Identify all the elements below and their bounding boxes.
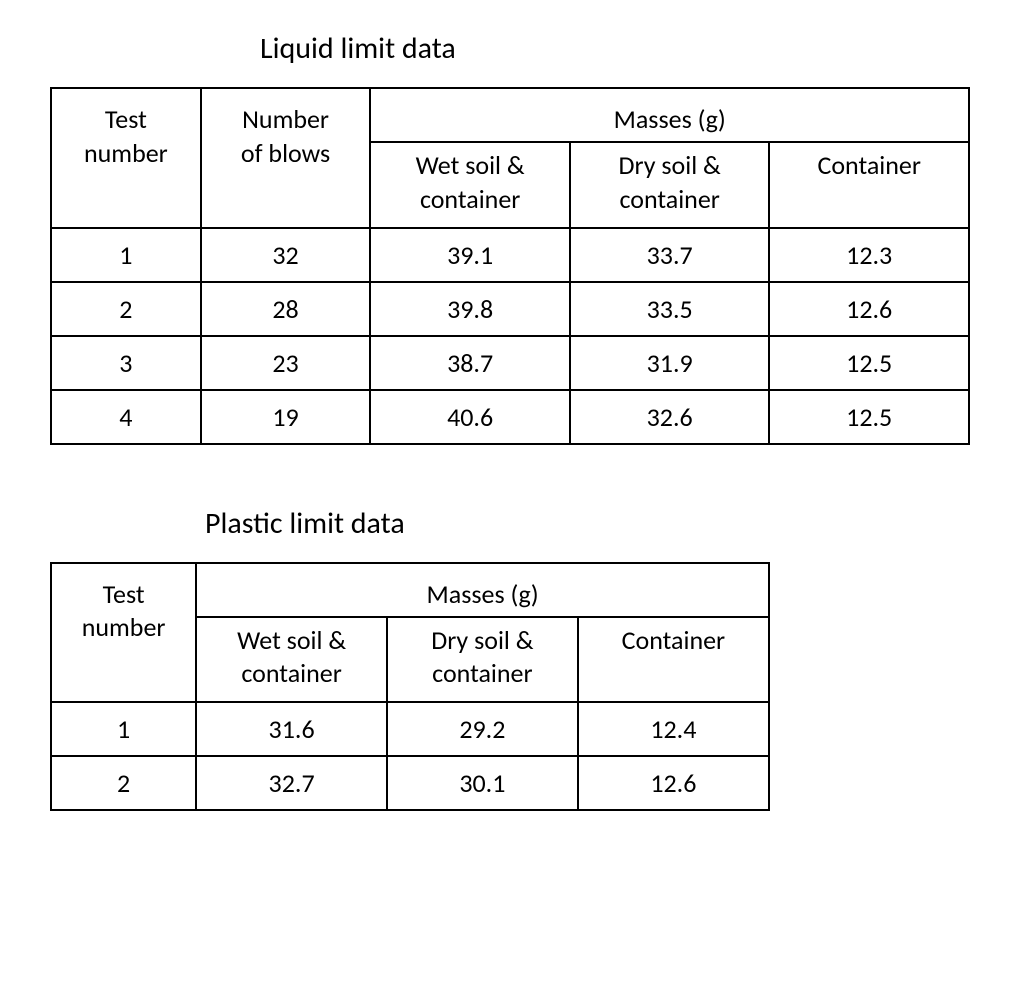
- col-header-container: Container: [578, 617, 769, 703]
- table-row: 32338.731.912.5: [51, 336, 969, 390]
- plastic-limit-title: Plastic limit data: [205, 505, 974, 542]
- table-cell: 12.3: [769, 228, 969, 282]
- table-cell: 32.6: [570, 390, 770, 444]
- plastic-limit-table: Test number Masses (g) Wet soil & contai…: [50, 562, 770, 812]
- header-text: Dry soil &: [619, 149, 721, 181]
- liquid-limit-table: Test number Number of blows Masses (g) W…: [50, 87, 970, 445]
- table-row: 22839.833.512.6: [51, 282, 969, 336]
- table-cell: 1: [51, 228, 201, 282]
- table-cell: 12.6: [769, 282, 969, 336]
- header-text: Wet soil &: [237, 624, 346, 656]
- liquid-table-body: 13239.133.712.322839.833.512.632338.731.…: [51, 228, 969, 444]
- table-cell: 23: [201, 336, 371, 390]
- table-cell: 28: [201, 282, 371, 336]
- table-cell: 12.5: [769, 336, 969, 390]
- table-cell: 12.5: [769, 390, 969, 444]
- table-cell: 12.6: [578, 756, 769, 810]
- table-cell: 3: [51, 336, 201, 390]
- col-header-dry: Dry soil & container: [387, 617, 578, 703]
- table-cell: 32: [201, 228, 371, 282]
- col-header-wet: Wet soil & container: [196, 617, 387, 703]
- table-cell: 33.5: [570, 282, 770, 336]
- col-header-dry: Dry soil & container: [570, 142, 770, 228]
- header-text: Test: [103, 578, 145, 610]
- table-row: 41940.632.612.5: [51, 390, 969, 444]
- table-cell: 30.1: [387, 756, 578, 810]
- table-cell: 2: [51, 756, 196, 810]
- table-cell: 12.4: [578, 702, 769, 756]
- header-text: container: [432, 657, 532, 689]
- table-cell: 2: [51, 282, 201, 336]
- col-header-blows: Number of blows: [201, 88, 371, 228]
- col-header-masses: Masses (g): [196, 563, 769, 617]
- table-cell: 38.7: [370, 336, 570, 390]
- table-cell: 4: [51, 390, 201, 444]
- table-cell: 1: [51, 702, 196, 756]
- col-header-masses: Masses (g): [370, 88, 969, 142]
- header-text: Number: [242, 103, 329, 135]
- table-row: 232.730.112.6: [51, 756, 769, 810]
- col-header-test-number: Test number: [51, 563, 196, 703]
- table-cell: 40.6: [370, 390, 570, 444]
- header-text: Dry soil &: [431, 624, 533, 656]
- header-text: container: [420, 183, 520, 215]
- col-header-container: Container: [769, 142, 969, 228]
- table-cell: 39.8: [370, 282, 570, 336]
- col-header-test-number: Test number: [51, 88, 201, 228]
- table-cell: 39.1: [370, 228, 570, 282]
- table-row: 13239.133.712.3: [51, 228, 969, 282]
- table-cell: 29.2: [387, 702, 578, 756]
- table-cell: 32.7: [196, 756, 387, 810]
- table-cell: 19: [201, 390, 371, 444]
- header-text: Test: [105, 103, 147, 135]
- table-cell: 31.9: [570, 336, 770, 390]
- header-text: of blows: [241, 137, 330, 169]
- col-header-wet: Wet soil & container: [370, 142, 570, 228]
- header-text: number: [84, 137, 168, 169]
- table-row: 131.629.212.4: [51, 702, 769, 756]
- header-text: number: [82, 611, 166, 643]
- table-cell: 33.7: [570, 228, 770, 282]
- header-text: container: [241, 657, 341, 689]
- table-cell: 31.6: [196, 702, 387, 756]
- header-text: Wet soil &: [416, 149, 525, 181]
- liquid-limit-title: Liquid limit data: [260, 30, 974, 67]
- header-text: container: [619, 183, 719, 215]
- plastic-table-body: 131.629.212.4232.730.112.6: [51, 702, 769, 810]
